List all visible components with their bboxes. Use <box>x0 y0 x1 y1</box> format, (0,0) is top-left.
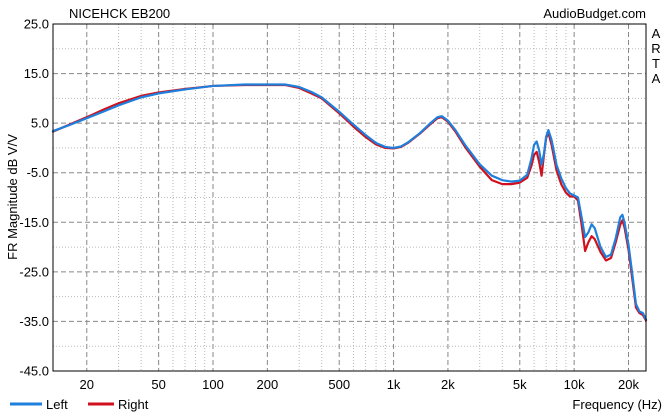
arta-letter: R <box>651 41 660 56</box>
x-tick-label: 100 <box>202 377 224 392</box>
legend-label-left: Left <box>46 397 68 412</box>
watermark-label: AudioBudget.com <box>543 6 646 21</box>
x-tick-label: 2k <box>441 377 455 392</box>
series-line-left <box>51 83 648 321</box>
arta-letter: A <box>652 71 661 86</box>
y-tick-label: -25.0 <box>19 264 49 279</box>
chart-title: NICEHCK EB200 <box>69 6 170 21</box>
x-tick-label: 20 <box>80 377 94 392</box>
y-tick-label: -45.0 <box>19 364 49 379</box>
y-tick-label: -5.0 <box>27 165 49 180</box>
x-axis-ticks: 20 50 100 200 500 1k 2k 5k 10k 20k <box>80 377 640 392</box>
x-axis-label: Frequency (Hz) <box>572 397 662 412</box>
y-tick-label: 25.0 <box>24 17 49 32</box>
arta-letter: T <box>652 56 660 71</box>
x-tick-label: 10k <box>564 377 585 392</box>
y-tick-label: -35.0 <box>19 314 49 329</box>
y-axis-label: FR Magnitude dB V/V <box>5 134 20 260</box>
x-tick-label: 20k <box>618 377 639 392</box>
x-tick-label: 5k <box>513 377 527 392</box>
y-axis-ticks: 25.0 15.0 5.0 -5.0 -15.0 -25.0 -35.0 -45.0 <box>19 17 49 379</box>
y-tick-label: -15.0 <box>19 215 49 230</box>
legend-label-right: Right <box>118 397 149 412</box>
series-lines <box>51 83 648 322</box>
arta-letter: A <box>652 26 661 41</box>
y-tick-label: 15.0 <box>24 66 49 81</box>
x-tick-label: 1k <box>387 377 401 392</box>
x-tick-label: 200 <box>257 377 279 392</box>
x-tick-label: 500 <box>328 377 350 392</box>
legend: Left Right <box>10 397 149 412</box>
plot-frame <box>52 23 647 372</box>
y-tick-label: 5.0 <box>31 116 49 131</box>
x-tick-label: 50 <box>151 377 165 392</box>
